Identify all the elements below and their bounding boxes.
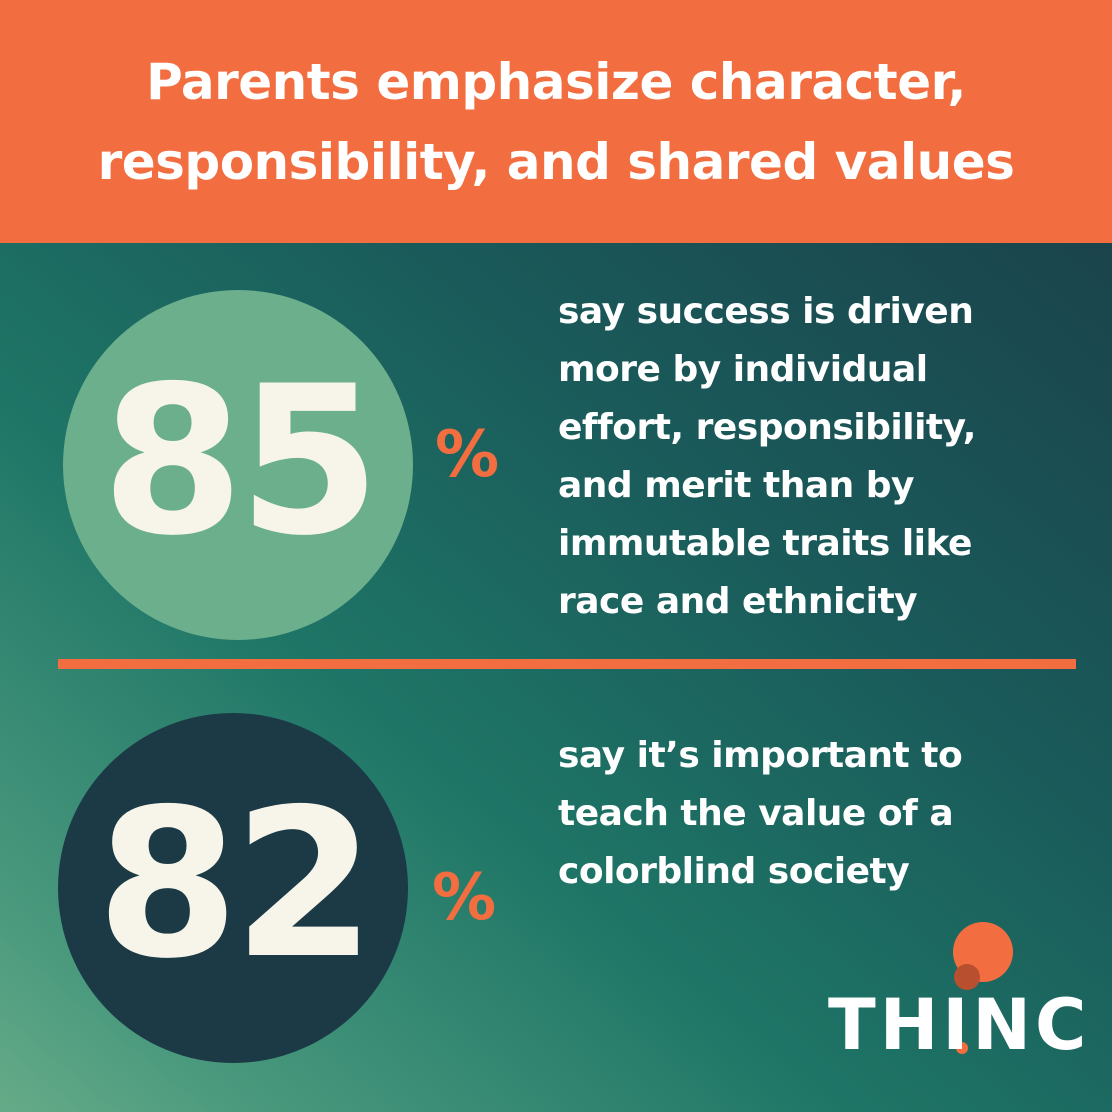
stat-value: 85 xyxy=(101,343,380,581)
divider xyxy=(58,659,1076,669)
stat-text: say success is driven more by individual… xyxy=(558,291,977,622)
stat-unit: % xyxy=(432,861,497,935)
stat-unit: % xyxy=(435,418,500,492)
logo-dot xyxy=(956,1042,968,1054)
title-line: responsibility, and shared values xyxy=(97,132,1015,191)
title-line: Parents emphasize character, xyxy=(146,52,966,111)
stat-circle xyxy=(58,713,408,1063)
stat-text: say it’s important to teach the value of… xyxy=(558,735,963,892)
stat-value: 82 xyxy=(96,766,375,1004)
stat-circle xyxy=(63,290,413,640)
logo: THINC xyxy=(828,984,1091,1066)
logo-dot xyxy=(954,964,980,990)
header: Parents emphasize character, responsibil… xyxy=(0,0,1112,243)
